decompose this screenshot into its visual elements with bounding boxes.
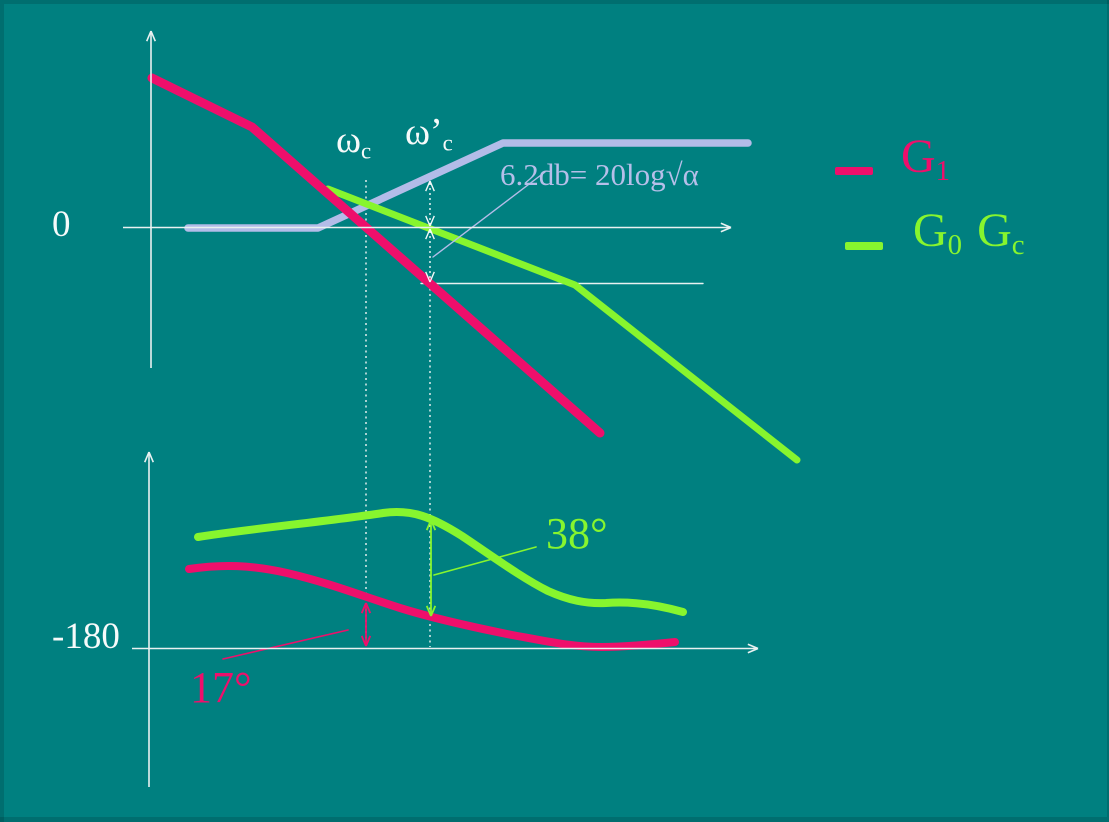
legend-g0-sub: 0 xyxy=(947,229,963,262)
legend-g0gc-label: G0 Gc xyxy=(913,207,1025,260)
legend-g0-main: G xyxy=(913,204,948,257)
g0gc-magnitude-curve xyxy=(324,185,801,464)
g0gc-phase-curve xyxy=(194,508,687,616)
pointer-to-phase-margin-arrow xyxy=(222,629,349,660)
legend-g0gc-swatch xyxy=(845,242,883,250)
legend-gc-sub: c xyxy=(1011,229,1025,262)
legend-g1-swatch xyxy=(835,167,873,175)
omega-c-prime-main: ω’ xyxy=(405,111,443,153)
omega-c-main: ω xyxy=(336,119,362,161)
phase-margin-17-label: 17° xyxy=(190,663,252,712)
omega-c-prime-label: ω’c xyxy=(405,113,453,155)
pointer-to-gain-arrow xyxy=(432,171,546,258)
omega-c-prime-sub: c xyxy=(442,130,453,156)
legend-gc-main: G xyxy=(977,204,1012,257)
zero-db-label: 0 xyxy=(52,204,71,245)
g1-magnitude-curve xyxy=(147,73,605,438)
omega-c-label: ωc xyxy=(336,121,371,163)
phase-lead-38-label: 38° xyxy=(546,509,608,558)
pointer-to-phase-lead-arrow xyxy=(433,546,537,576)
g1-phase-curve xyxy=(185,561,679,651)
gain-note-label: 6.2db= 20log√α xyxy=(500,157,699,192)
legend-g1-label: G1 xyxy=(901,133,950,186)
minus-180-label: -180 xyxy=(52,616,120,657)
legend-g1-sub: 1 xyxy=(935,155,951,188)
omega-c-sub: c xyxy=(361,138,372,164)
legend-g1-main: G xyxy=(901,130,936,183)
